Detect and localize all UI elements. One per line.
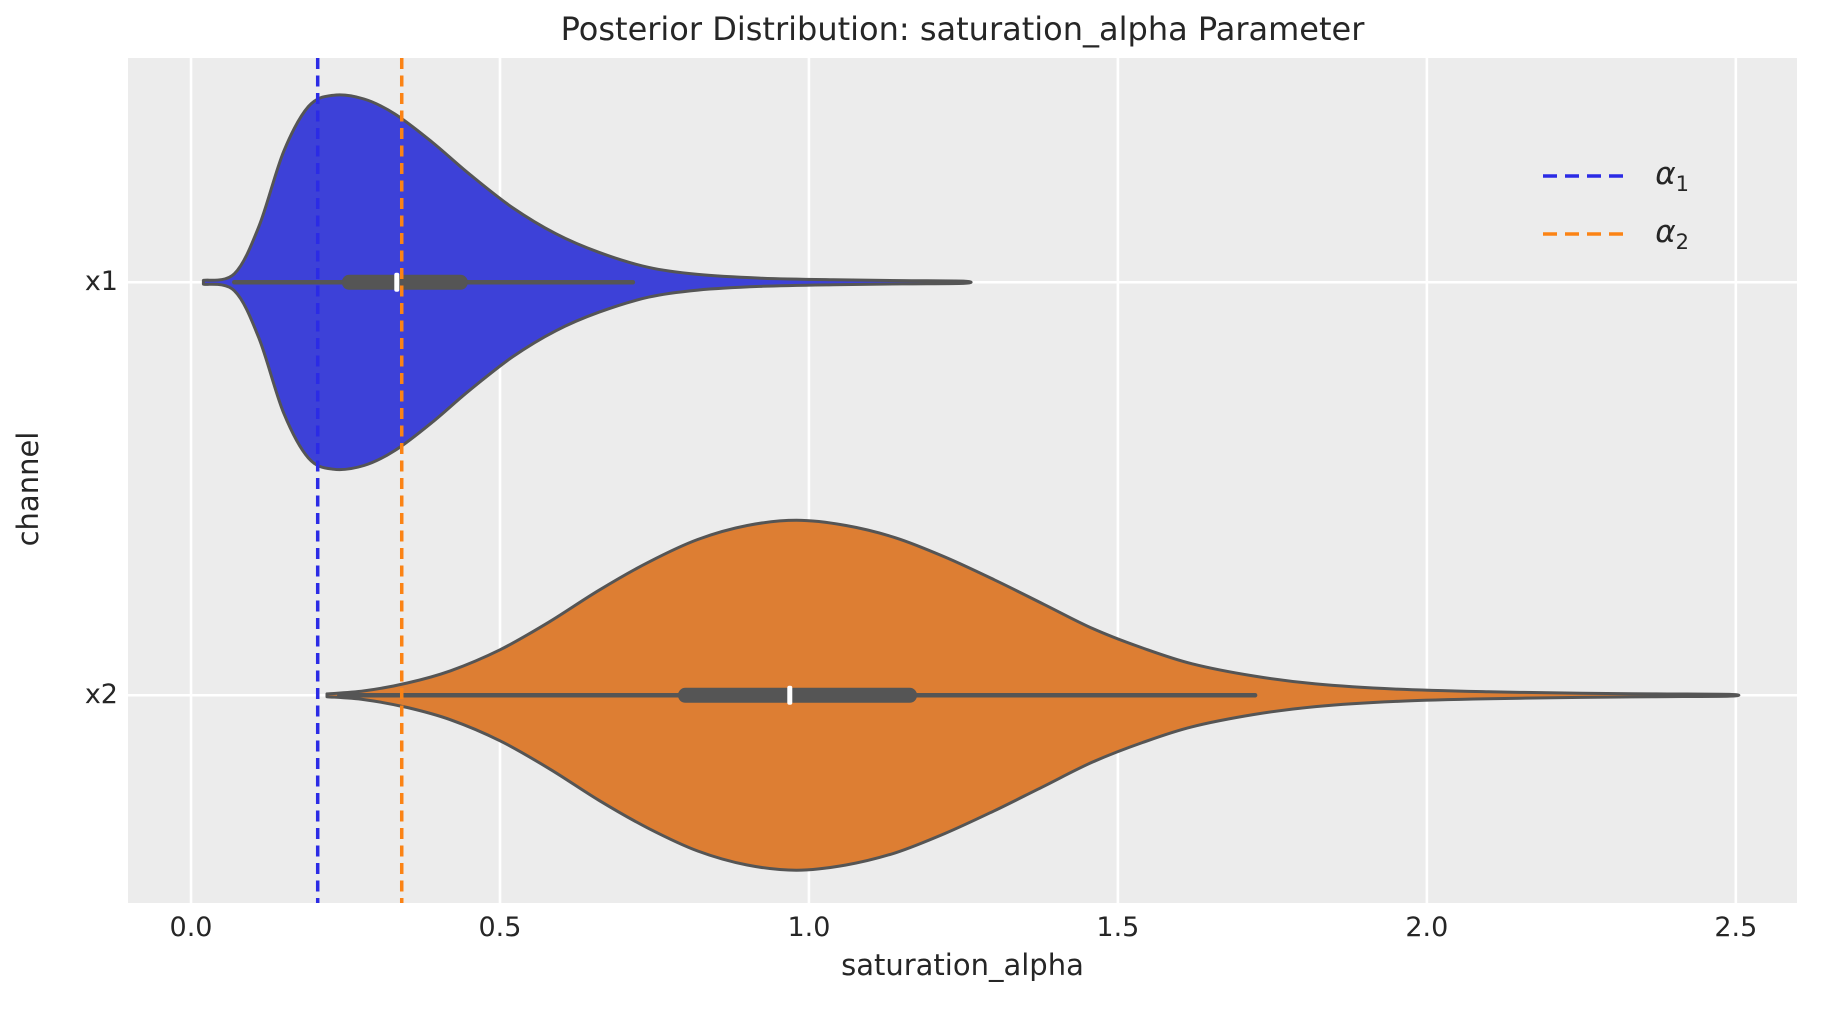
boxplot-median-x2 bbox=[787, 685, 793, 705]
legend: α1 α2 bbox=[1543, 155, 1689, 255]
x-tick-label: 1.0 bbox=[787, 912, 831, 943]
x-tick-label: 2.0 bbox=[1405, 912, 1449, 943]
x-tick-label: 1.5 bbox=[1096, 912, 1140, 943]
x-tick-label: 0.5 bbox=[478, 912, 522, 943]
legend-alpha_2-dashed-line-icon bbox=[1543, 232, 1630, 236]
x-tick-label: 0.0 bbox=[169, 912, 213, 943]
chart-title: Posterior Distribution: saturation_alpha… bbox=[560, 10, 1365, 48]
legend-label-alpha_1: α1 bbox=[1655, 155, 1689, 197]
x-tick-label: 2.5 bbox=[1714, 912, 1758, 943]
legend-alpha_1-dashed-line-icon bbox=[1543, 174, 1630, 178]
boxplot-box-x2 bbox=[677, 687, 918, 703]
y-tick-label-x1: x1 bbox=[84, 266, 118, 298]
legend-item-alpha_2: α2 bbox=[1543, 213, 1689, 255]
boxplot-median-x1 bbox=[394, 272, 400, 292]
axes-area: α1 α2 bbox=[128, 58, 1797, 903]
legend-label-alpha_2: α2 bbox=[1655, 213, 1689, 255]
y-axis-label: channel bbox=[11, 431, 45, 547]
x-axis-label: saturation_alpha bbox=[841, 948, 1084, 982]
boxplot-box-x1 bbox=[341, 274, 468, 290]
violin-plot-canvas bbox=[128, 58, 1797, 903]
y-tick-label-x2: x2 bbox=[84, 679, 118, 711]
legend-item-alpha_1: α1 bbox=[1543, 155, 1689, 197]
